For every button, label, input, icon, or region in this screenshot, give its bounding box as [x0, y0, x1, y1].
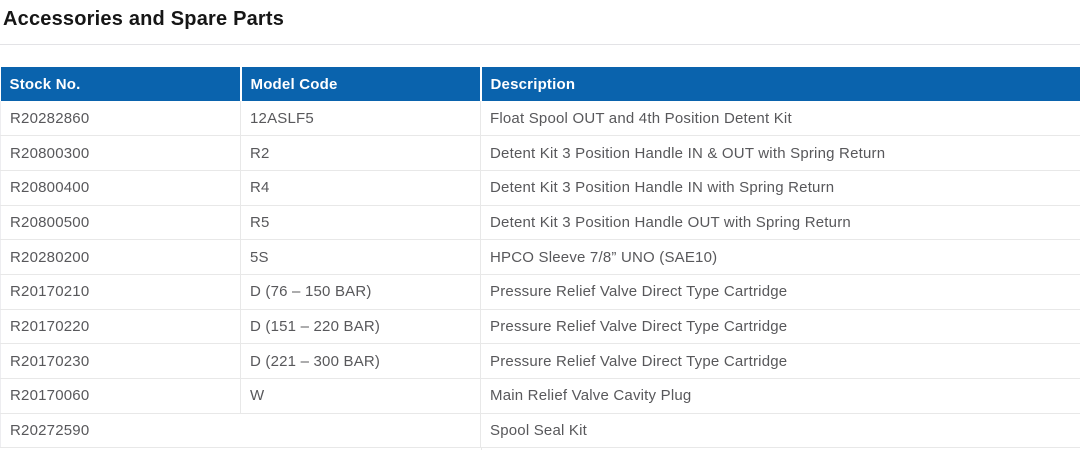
description-cell: Detent Kit 3 Position Handle IN & OUT wi… — [480, 135, 1080, 171]
next-row-sliver — [0, 448, 1080, 451]
table-header: Stock No. Model Code Description — [0, 67, 1080, 101]
page-title: Accessories and Spare Parts — [3, 8, 285, 30]
stock-no-cell: R20800300 — [0, 135, 241, 171]
stock-no-cell: R20280200 — [0, 239, 241, 275]
header-stock-no: Stock No. — [0, 67, 242, 101]
table-row: R20280200 5S HPCO Sleeve 7/8” UNO (SAE10… — [0, 239, 1080, 275]
description-cell: HPCO Sleeve 7/8” UNO (SAE10) — [480, 239, 1080, 275]
model-code-cell: D (151 – 220 BAR) — [240, 309, 481, 345]
model-code-cell: 12ASLF5 — [240, 101, 481, 137]
model-code-cell: W — [240, 378, 481, 414]
model-code-cell: 5S — [240, 239, 481, 275]
stock-no-cell: R20800400 — [0, 170, 241, 206]
stock-no-cell: R20170060 — [0, 378, 241, 414]
table-row: R20800300 R2 Detent Kit 3 Position Handl… — [0, 135, 1080, 171]
column-divider — [481, 448, 482, 451]
description-cell: Float Spool OUT and 4th Position Detent … — [480, 101, 1080, 137]
table-row: R20170060 W Main Relief Valve Cavity Plu… — [0, 378, 1080, 414]
parts-table: Stock No. Model Code Description R202828… — [0, 67, 1080, 449]
table-row: R20170210 D (76 – 150 BAR) Pressure Reli… — [0, 274, 1080, 310]
model-code-cell: R5 — [240, 205, 481, 241]
description-cell: Spool Seal Kit — [480, 413, 1080, 449]
table-row: R20272590 Spool Seal Kit — [0, 413, 1080, 449]
model-code-cell: D (76 – 150 BAR) — [240, 274, 481, 310]
page: Accessories and Spare Parts Stock No. Mo… — [0, 8, 1080, 451]
stock-no-cell: R20282860 — [0, 101, 241, 137]
description-cell: Pressure Relief Valve Direct Type Cartri… — [480, 343, 1080, 379]
header-row: Stock No. Model Code Description — [0, 67, 1080, 101]
table-body: R20282860 12ASLF5 Float Spool OUT and 4t… — [0, 101, 1080, 449]
table-row: R20170220 D (151 – 220 BAR) Pressure Rel… — [0, 309, 1080, 345]
table-row: R20800500 R5 Detent Kit 3 Position Handl… — [0, 205, 1080, 241]
description-cell: Detent Kit 3 Position Handle IN with Spr… — [480, 170, 1080, 206]
table-row: R20282860 12ASLF5 Float Spool OUT and 4t… — [0, 101, 1080, 137]
description-cell: Pressure Relief Valve Direct Type Cartri… — [480, 309, 1080, 345]
stock-no-cell: R20800500 — [0, 205, 241, 241]
header-model-code: Model Code — [240, 67, 482, 101]
stock-no-cell: R20170220 — [0, 309, 241, 345]
title-divider — [0, 44, 1080, 45]
stock-no-cell: R20272590 — [0, 413, 481, 449]
model-code-cell: R4 — [240, 170, 481, 206]
table-row: R20170230 D (221 – 300 BAR) Pressure Rel… — [0, 343, 1080, 379]
stock-no-cell: R20170210 — [0, 274, 241, 310]
description-cell: Pressure Relief Valve Direct Type Cartri… — [480, 274, 1080, 310]
stock-no-cell: R20170230 — [0, 343, 241, 379]
model-code-cell: D (221 – 300 BAR) — [240, 343, 481, 379]
description-cell: Detent Kit 3 Position Handle OUT with Sp… — [480, 205, 1080, 241]
header-description: Description — [480, 67, 1080, 101]
model-code-cell: R2 — [240, 135, 481, 171]
table-row: R20800400 R4 Detent Kit 3 Position Handl… — [0, 170, 1080, 206]
description-cell: Main Relief Valve Cavity Plug — [480, 378, 1080, 414]
